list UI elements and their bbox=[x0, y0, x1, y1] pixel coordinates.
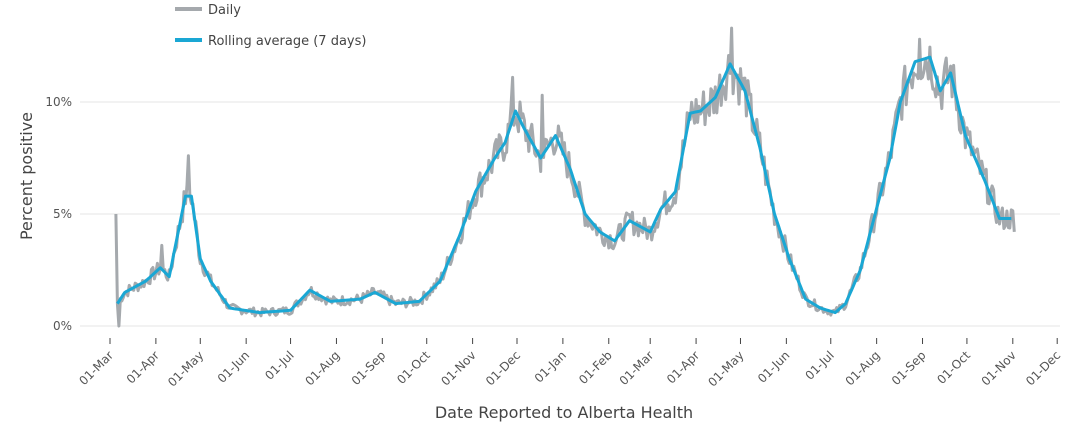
x-tick-label: 01-Oct bbox=[934, 348, 973, 387]
x-tick-label: 01-Oct bbox=[394, 348, 433, 387]
x-tick-label: 01-Apr bbox=[664, 348, 702, 386]
x-tick-label: 01-Jul bbox=[262, 348, 296, 382]
x-tick-label: 01-Jul bbox=[802, 348, 836, 382]
y-tick-label: 0% bbox=[53, 319, 72, 333]
legend[interactable]: Daily Rolling average (7 days) bbox=[175, 3, 366, 49]
legend-label-rolling[interactable]: Rolling average (7 days) bbox=[208, 34, 366, 49]
x-tick-label: 01-Jan bbox=[532, 348, 569, 385]
y-tick-label: 10% bbox=[45, 95, 72, 109]
x-tick-label: 01-Nov bbox=[438, 348, 478, 388]
y-axis-title: Percent positive bbox=[17, 112, 36, 240]
gridlines bbox=[80, 101, 1060, 327]
x-tick-label: 01-Apr bbox=[124, 348, 162, 386]
x-tick-label: 01-Jun bbox=[215, 348, 252, 385]
x-tick-labels: 01-Mar 01-Apr 01-May 01-Jun 01-Jul 01-Aug 01-S… bbox=[76, 338, 1063, 390]
x-tick-label: 01-Dec bbox=[1023, 348, 1063, 388]
x-tick-label: 01-Mar bbox=[76, 348, 116, 388]
legend-label-daily[interactable]: Daily bbox=[208, 3, 241, 18]
x-tick-label: 01-Mar bbox=[617, 348, 657, 388]
x-tick-label: 01-Aug bbox=[843, 348, 883, 388]
x-tick-label: 01-Sep bbox=[889, 348, 929, 388]
x-tick-label: 01-May bbox=[165, 348, 206, 389]
x-tick-label: 01-Feb bbox=[576, 348, 615, 387]
x-tick-label: 01-Aug bbox=[302, 348, 342, 388]
y-tick-labels: 0% 5% 10% bbox=[45, 95, 72, 333]
y-tick-label: 5% bbox=[53, 207, 72, 221]
x-tick-label: 01-Dec bbox=[483, 348, 523, 388]
rolling-average-series-line bbox=[116, 55, 1012, 315]
x-tick-label: 01-Jun bbox=[755, 348, 792, 385]
daily-series-line bbox=[114, 26, 1016, 328]
x-tick-label: 01-Sep bbox=[349, 348, 389, 388]
x-axis-title: Date Reported to Alberta Health bbox=[435, 403, 693, 422]
x-tick-label: 01-Nov bbox=[979, 348, 1019, 388]
x-tick-label: 01-May bbox=[705, 348, 746, 389]
